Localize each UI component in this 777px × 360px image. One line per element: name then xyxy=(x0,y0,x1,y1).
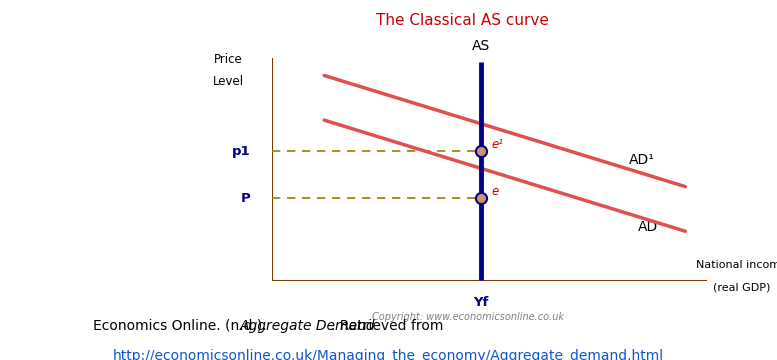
Text: http://economicsonline.co.uk/Managing_the_economy/Aggregate_demand.html: http://economicsonline.co.uk/Managing_th… xyxy=(113,349,664,360)
Text: Copyright: www.economicsonline.co.uk: Copyright: www.economicsonline.co.uk xyxy=(371,312,564,322)
Text: Level: Level xyxy=(213,76,244,89)
Text: p1: p1 xyxy=(232,145,250,158)
Text: . Retrieved from: . Retrieved from xyxy=(331,319,444,333)
Text: AD: AD xyxy=(637,220,657,234)
Text: P: P xyxy=(240,192,250,205)
Text: (real GDP): (real GDP) xyxy=(713,283,771,292)
Text: AD¹: AD¹ xyxy=(629,153,655,167)
Text: e¹: e¹ xyxy=(492,138,503,151)
Text: National income: National income xyxy=(696,260,777,270)
Text: Economics Online. (n.d.).: Economics Online. (n.d.). xyxy=(93,319,271,333)
Text: Price: Price xyxy=(214,53,243,66)
Text: e: e xyxy=(492,185,499,198)
Text: AS: AS xyxy=(472,39,490,53)
Text: Yf: Yf xyxy=(473,296,489,310)
Text: The Classical AS curve: The Classical AS curve xyxy=(376,13,549,28)
Text: Aggregate Demand: Aggregate Demand xyxy=(239,319,375,333)
